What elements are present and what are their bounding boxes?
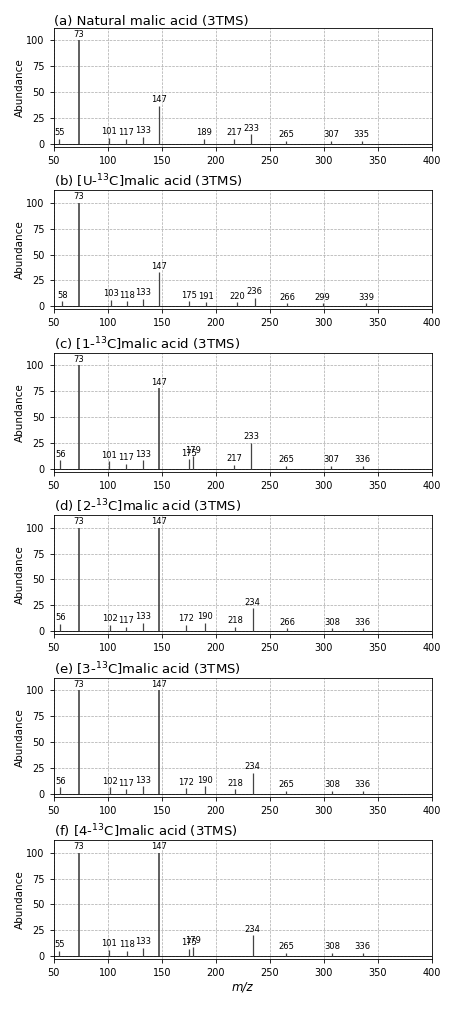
Text: 147: 147 (150, 843, 166, 852)
Text: 56: 56 (55, 777, 66, 786)
Text: 218: 218 (227, 779, 243, 788)
Text: 336: 336 (354, 618, 370, 627)
Y-axis label: Abundance: Abundance (15, 59, 25, 117)
Text: 73: 73 (73, 30, 84, 39)
Text: 102: 102 (102, 614, 117, 624)
Text: 189: 189 (196, 128, 212, 137)
Text: 266: 266 (278, 293, 294, 302)
Text: 133: 133 (135, 612, 151, 622)
Text: 217: 217 (226, 454, 242, 463)
Text: 308: 308 (324, 780, 340, 789)
Text: 55: 55 (54, 940, 64, 949)
Text: (d) [2-$^{13}$C]malic acid (3TMS): (d) [2-$^{13}$C]malic acid (3TMS) (54, 497, 240, 516)
Text: 56: 56 (55, 613, 66, 623)
Text: 147: 147 (150, 518, 166, 527)
Text: 335: 335 (353, 130, 369, 139)
Text: 265: 265 (278, 130, 293, 139)
Text: 133: 133 (135, 126, 151, 135)
Text: 175: 175 (181, 291, 196, 300)
Text: 217: 217 (226, 128, 242, 137)
Text: 234: 234 (244, 598, 260, 606)
Text: 190: 190 (197, 776, 212, 785)
Text: 58: 58 (57, 291, 68, 300)
Text: 175: 175 (181, 449, 196, 458)
Text: 299: 299 (314, 293, 330, 302)
Text: 117: 117 (118, 128, 134, 137)
Text: 117: 117 (118, 616, 134, 626)
Text: 265: 265 (278, 942, 293, 951)
Text: 191: 191 (198, 292, 213, 301)
Text: 102: 102 (102, 777, 117, 786)
Text: (e) [3-$^{13}$C]malic acid (3TMS): (e) [3-$^{13}$C]malic acid (3TMS) (54, 660, 240, 678)
Text: 234: 234 (244, 925, 260, 934)
Text: 307: 307 (323, 455, 339, 464)
Text: 172: 172 (177, 778, 193, 787)
Text: 266: 266 (278, 618, 294, 627)
Text: 234: 234 (244, 763, 260, 772)
Text: 336: 336 (354, 780, 370, 789)
Text: 307: 307 (323, 130, 339, 139)
Text: (a) Natural malic acid (3TMS): (a) Natural malic acid (3TMS) (54, 15, 248, 28)
Text: 233: 233 (243, 124, 259, 133)
Text: 118: 118 (119, 940, 135, 949)
Text: 218: 218 (227, 616, 243, 626)
Text: 147: 147 (150, 680, 166, 689)
Text: 73: 73 (73, 680, 84, 689)
Text: 308: 308 (324, 618, 340, 627)
Y-axis label: Abundance: Abundance (15, 383, 25, 442)
Text: 133: 133 (135, 937, 151, 946)
Text: (c) [1-$^{13}$C]malic acid (3TMS): (c) [1-$^{13}$C]malic acid (3TMS) (54, 335, 239, 353)
Text: 55: 55 (54, 128, 64, 137)
Y-axis label: Abundance: Abundance (15, 221, 25, 279)
Text: 190: 190 (197, 612, 212, 622)
Text: 147: 147 (150, 95, 166, 104)
Text: 73: 73 (73, 355, 84, 364)
X-axis label: m/z: m/z (232, 981, 253, 994)
Y-axis label: Abundance: Abundance (15, 546, 25, 604)
Text: 101: 101 (101, 939, 116, 948)
Text: 233: 233 (243, 432, 259, 441)
Text: 265: 265 (278, 455, 293, 464)
Text: (b) [U-$^{13}$C]malic acid (3TMS): (b) [U-$^{13}$C]malic acid (3TMS) (54, 173, 242, 191)
Text: 73: 73 (73, 193, 84, 202)
Text: 308: 308 (324, 942, 340, 951)
Text: 265: 265 (278, 780, 293, 789)
Text: 101: 101 (101, 127, 116, 136)
Text: 172: 172 (177, 614, 193, 624)
Text: 133: 133 (135, 289, 151, 298)
Y-axis label: Abundance: Abundance (15, 708, 25, 767)
Text: 117: 117 (118, 779, 134, 788)
Text: 147: 147 (150, 377, 166, 386)
Text: 220: 220 (229, 292, 245, 301)
Text: 236: 236 (246, 288, 262, 297)
Text: 179: 179 (185, 446, 201, 455)
Text: 133: 133 (135, 776, 151, 785)
Text: 118: 118 (119, 291, 135, 300)
Text: 117: 117 (118, 453, 134, 462)
Text: (f) [4-$^{13}$C]malic acid (3TMS): (f) [4-$^{13}$C]malic acid (3TMS) (54, 822, 237, 840)
Y-axis label: Abundance: Abundance (15, 871, 25, 929)
Text: 101: 101 (101, 451, 116, 460)
Text: 147: 147 (150, 261, 166, 270)
Text: 175: 175 (181, 938, 196, 947)
Text: 179: 179 (185, 936, 201, 945)
Text: 73: 73 (73, 518, 84, 527)
Text: 73: 73 (73, 843, 84, 852)
Text: 336: 336 (354, 942, 370, 951)
Text: 56: 56 (55, 450, 66, 459)
Text: 103: 103 (103, 290, 119, 299)
Text: 336: 336 (354, 455, 370, 464)
Text: 339: 339 (357, 293, 373, 302)
Text: 133: 133 (135, 450, 151, 459)
